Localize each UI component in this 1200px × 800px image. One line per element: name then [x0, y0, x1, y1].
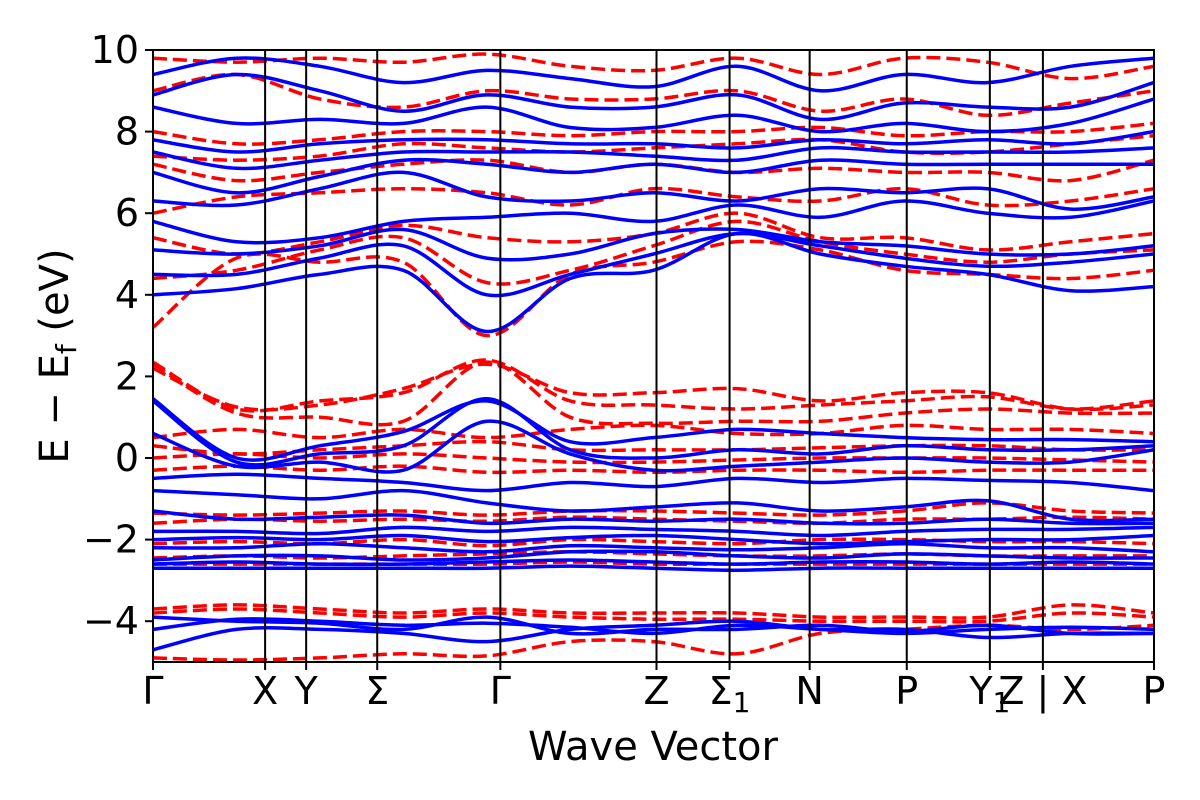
bands-layer — [153, 52, 1154, 662]
x-tick-label-5: Z — [643, 669, 669, 713]
band-blue-18 — [153, 199, 1154, 245]
x-tick-label-4: Γ — [490, 669, 511, 713]
band-blue-20 — [153, 157, 1154, 195]
band-blue-25 — [153, 56, 1154, 93]
band-red-1 — [153, 603, 1154, 620]
y-axis-label-main: E − E — [32, 354, 78, 464]
x-axis-ticks: Γ X Y Σ Γ Z Σ1 N P Y1Z | X P — [142, 662, 1165, 719]
band-red-0 — [153, 623, 1154, 662]
band-blue-21 — [153, 145, 1154, 171]
x-tick-label-2: Y — [294, 669, 319, 713]
y-tick-label-1: 8 — [115, 110, 139, 154]
band-red-16 — [153, 219, 1154, 286]
x-tick-label-1: X — [252, 669, 278, 713]
y-axis-label: E − Ef (eV) — [32, 248, 83, 463]
band-red-18 — [153, 186, 1154, 215]
band-blue-5 — [153, 549, 1154, 562]
band-blue-7 — [153, 533, 1154, 546]
band-blue-12 — [153, 419, 1154, 474]
x-tick-label-7: N — [795, 669, 823, 713]
y-axis-ticks: 10 8 6 4 2 0 −2 −4 — [83, 28, 153, 643]
band-blue-22 — [153, 129, 1154, 154]
band-blue-8 — [153, 525, 1154, 538]
x-tick-label-11: P — [1143, 669, 1166, 713]
y-tick-label-6: −2 — [83, 518, 139, 562]
band-red-12 — [153, 360, 1154, 427]
band-blue-17 — [153, 227, 1154, 262]
band-red-21 — [153, 121, 1154, 146]
y-tick-label-7: −4 — [83, 599, 139, 643]
band-blue-4 — [153, 558, 1154, 567]
y-tick-label-0: 10 — [91, 28, 139, 72]
band-blue-11 — [153, 472, 1154, 493]
x-axis-label: Wave Vector — [528, 724, 779, 770]
band-blue-1 — [153, 617, 1154, 636]
band-blue-6 — [153, 541, 1154, 554]
band-red-2 — [153, 607, 1154, 624]
band-blue-16 — [153, 231, 1154, 298]
y-tick-label-2: 6 — [115, 191, 139, 235]
band-red-4 — [153, 550, 1154, 560]
x-tick-label-3: Σ — [365, 669, 389, 713]
band-red-6 — [153, 515, 1154, 526]
band-red-7 — [153, 501, 1154, 517]
plot-frame — [152, 49, 1155, 663]
y-tick-label-3: 4 — [115, 273, 139, 317]
y-tick-label-5: 0 — [115, 436, 139, 480]
band-red-8 — [153, 464, 1154, 475]
band-red-13 — [153, 358, 1154, 413]
band-blue-23 — [153, 97, 1154, 134]
y-axis-label-sub: f — [50, 343, 83, 354]
band-blue-2 — [153, 615, 1154, 636]
band-red-10 — [153, 439, 1154, 456]
band-blue-15 — [153, 231, 1154, 334]
band-blue-9 — [153, 509, 1154, 526]
band-red-20 — [153, 133, 1154, 162]
x-tick-label-6: Σ1 — [709, 669, 751, 719]
band-blue-13 — [153, 397, 1154, 467]
band-blue-10 — [153, 488, 1154, 523]
band-red-14 — [153, 362, 1154, 412]
x-tick-label-10: Z | X — [998, 669, 1087, 714]
x-tick-label-0: Γ — [142, 669, 163, 713]
band-blue-14 — [153, 397, 1154, 462]
band-red-9 — [153, 452, 1154, 465]
band-red-22 — [153, 72, 1154, 118]
y-tick-label-4: 2 — [115, 354, 139, 398]
band-red-11 — [153, 423, 1154, 440]
band-blue-0 — [153, 619, 1154, 652]
y-axis-label-unit: (eV) — [32, 248, 78, 344]
band-blue-3 — [153, 564, 1154, 572]
band-blue-19 — [153, 170, 1154, 211]
kpoint-lines — [264, 50, 1044, 662]
band-red-23 — [153, 52, 1154, 81]
band-blue-24 — [153, 72, 1154, 122]
x-tick-label-9: Y1 — [968, 669, 1010, 719]
x-tick-label-8: P — [895, 669, 918, 713]
